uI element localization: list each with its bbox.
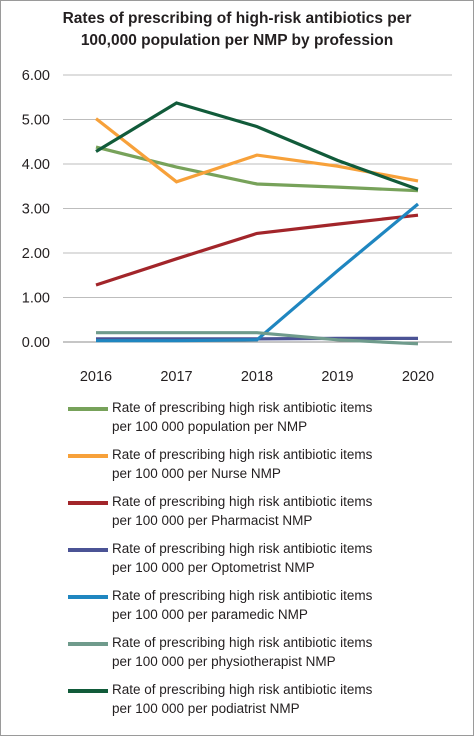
legend-label: Rate of prescribing high risk antibiotic… (112, 588, 373, 622)
series-line-7 (95, 101, 419, 191)
x-tick-label: 2020 (402, 369, 434, 385)
grid (63, 74, 452, 343)
legend-swatch (68, 407, 108, 411)
chart-title: Rates of prescribing of high-risk antibi… (0, 8, 474, 52)
y-tick-label: 2.00 (22, 246, 50, 262)
legend-swatch (68, 595, 108, 599)
line-chart: 0.001.002.003.004.005.006.00 2016 2017 201… (22, 68, 452, 385)
legend-swatch (68, 548, 108, 552)
legend-swatch (68, 501, 108, 505)
legend-label: Rate of prescribing high risk antibiotic… (112, 682, 373, 716)
legend-item: Rate of prescribing high risk antibiotic… (68, 584, 468, 631)
legend-item: Rate of prescribing high risk antibiotic… (68, 443, 468, 490)
legend-item: Rate of prescribing high risk antibiotic… (68, 396, 468, 443)
y-tick-label: 1.00 (22, 291, 50, 307)
legend-label: Rate of prescribing high risk antibiotic… (112, 494, 373, 528)
legend-label: Rate of prescribing high risk antibiotic… (112, 447, 373, 481)
legend-item: Rate of prescribing high risk antibiotic… (68, 537, 468, 584)
legend-swatch (68, 642, 108, 646)
legend-item: Rate of prescribing high risk antibiotic… (68, 678, 468, 725)
legend: Rate of prescribing high risk antibiotic… (68, 396, 468, 725)
legend-label: Rate of prescribing high risk antibiotic… (112, 400, 373, 434)
legend-item: Rate of prescribing high risk antibiotic… (68, 631, 468, 678)
series-line-6 (96, 331, 419, 346)
series-line-3 (95, 213, 419, 287)
chart-title-line-1: Rates of prescribing of high-risk antibi… (62, 10, 412, 27)
legend-swatch (68, 454, 108, 458)
x-tick-label: 2018 (241, 369, 273, 385)
x-tick-label: 2017 (160, 369, 192, 385)
y-axis-ticks: 0.00 1.00 2.00 3.00 4.00 5.00 6.00 (22, 68, 50, 351)
legend-label: Rate of prescribing high risk antibiotic… (112, 635, 373, 669)
y-tick-label: 6.00 (22, 68, 50, 84)
y-tick-label: 5.00 (22, 113, 50, 129)
x-axis-ticks: 2016 2017 2018 2019 2020 (80, 369, 434, 385)
series-lines (95, 101, 420, 346)
x-tick-label: 2019 (321, 369, 353, 385)
y-tick-label: 4.00 (22, 157, 50, 173)
y-tick-label: 3.00 (22, 202, 50, 218)
legend-swatch (68, 689, 108, 693)
legend-item: Rate of prescribing high risk antibiotic… (68, 490, 468, 537)
series-line-5 (96, 202, 420, 343)
x-tick-label: 2016 (80, 369, 112, 385)
y-tick-label: 0.00 (22, 335, 50, 351)
legend-label: Rate of prescribing high risk antibiotic… (112, 541, 373, 575)
chart-title-line-2: 100,000 population per NMP by profession (80, 32, 394, 49)
